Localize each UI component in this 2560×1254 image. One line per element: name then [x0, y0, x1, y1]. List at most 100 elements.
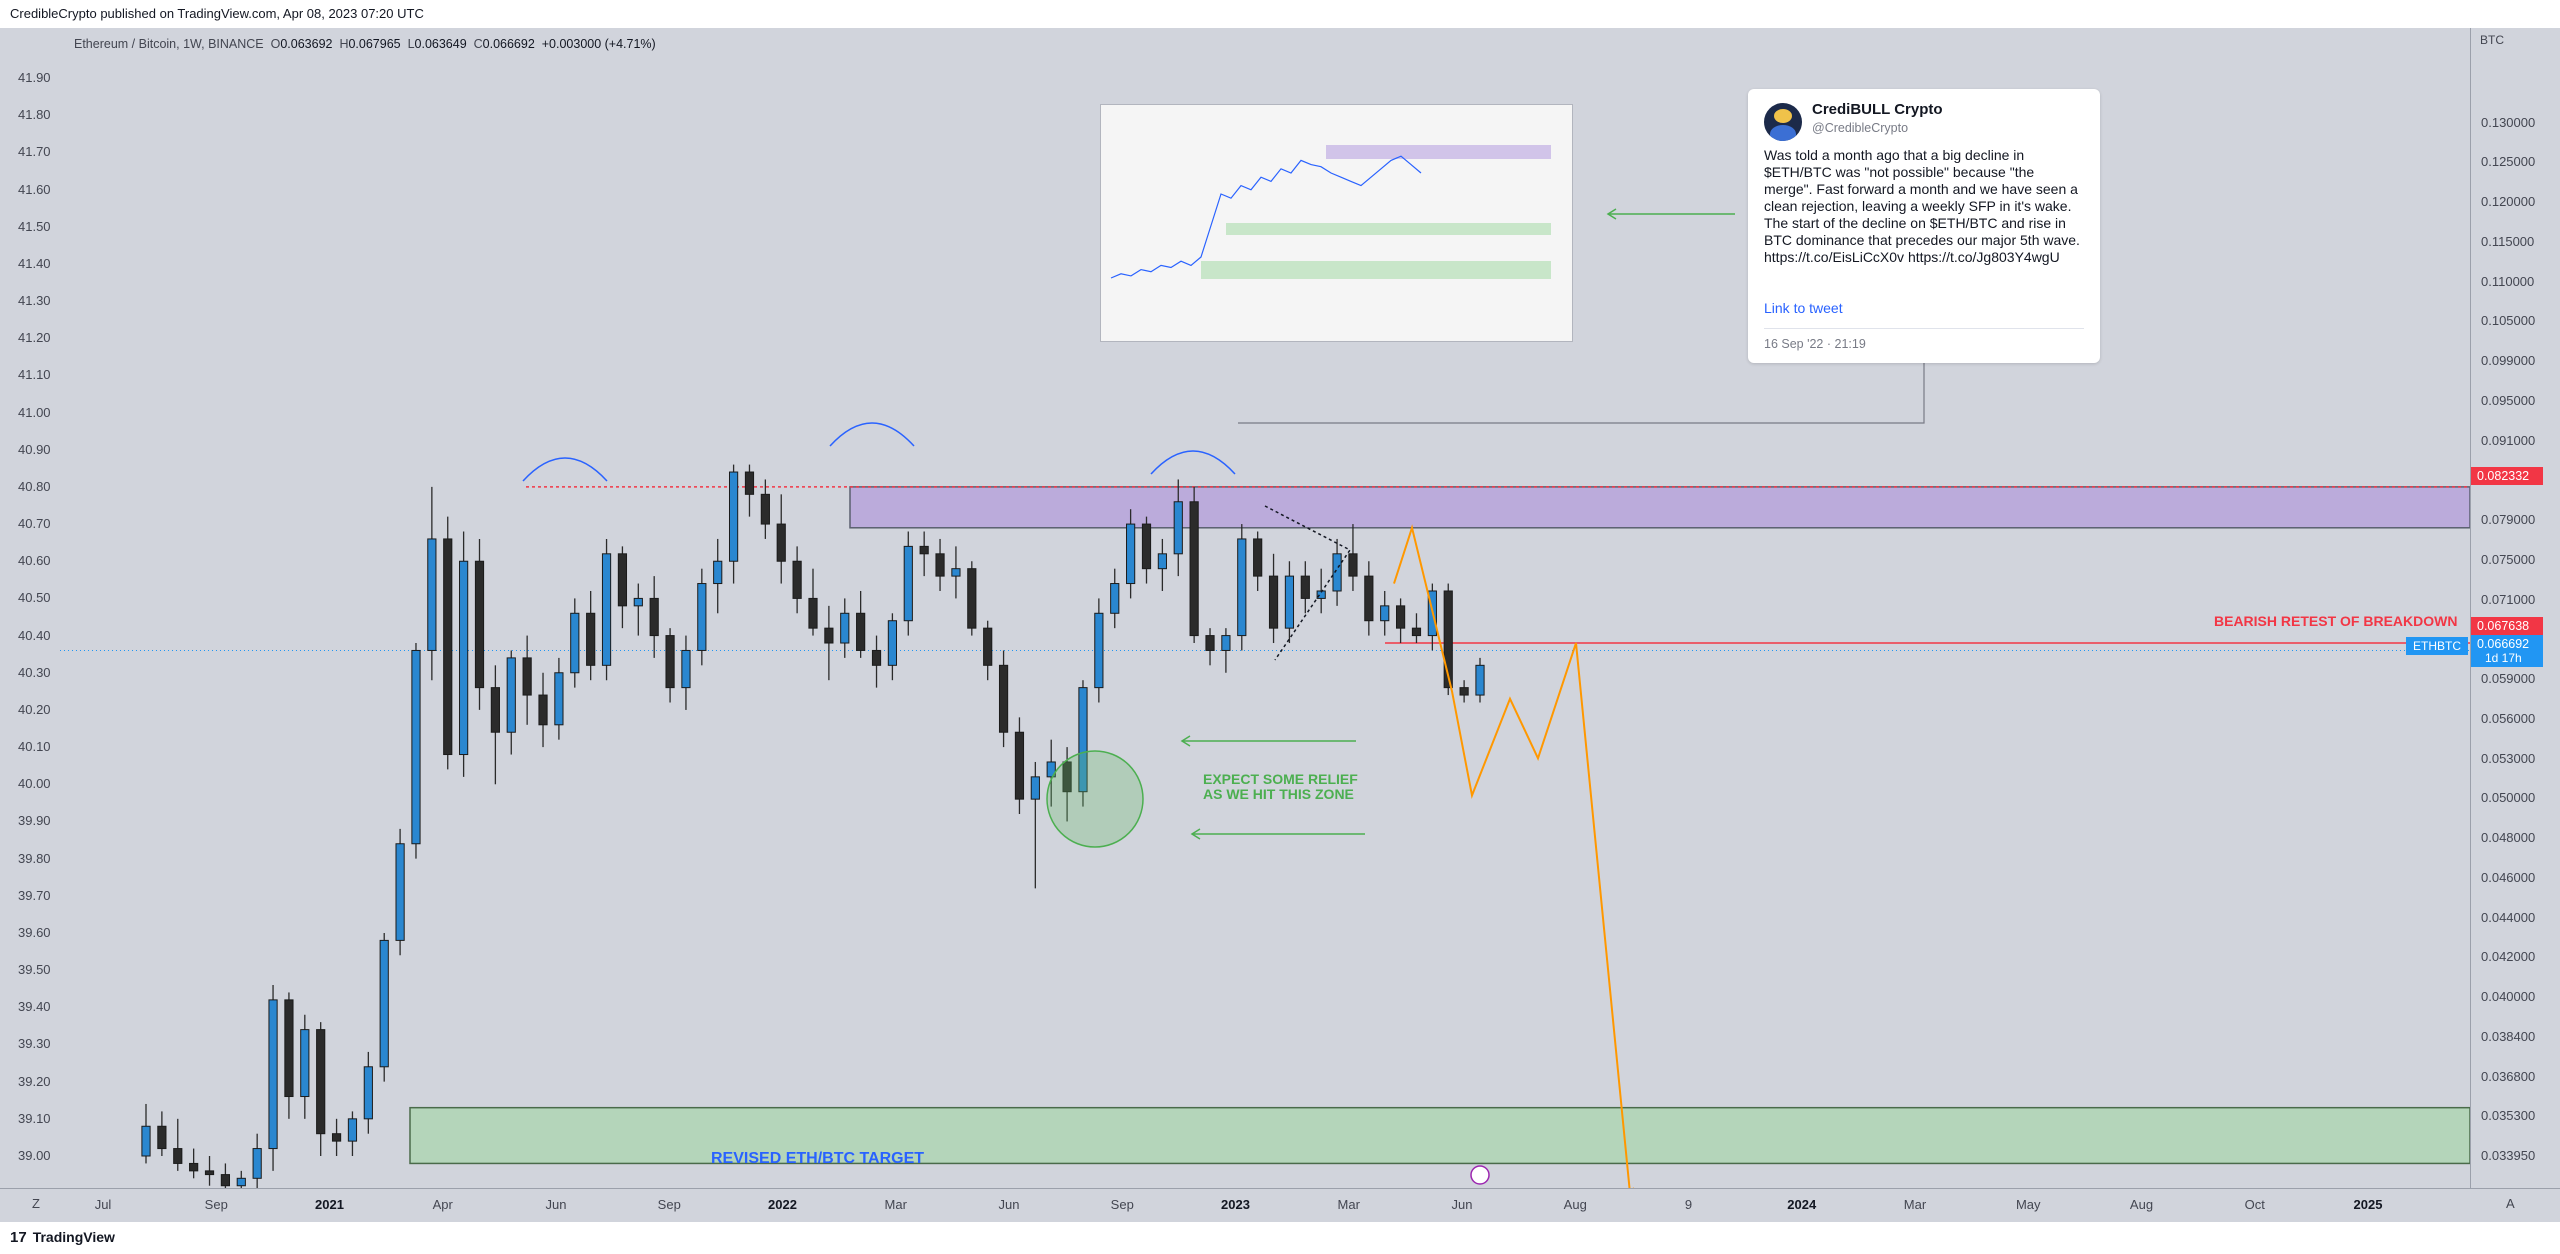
timezone-button[interactable]: Z: [32, 1196, 40, 1211]
time-axis-tick: Mar: [1903, 1197, 1927, 1212]
candle-body: [1364, 575, 1374, 622]
head-arc: [522, 457, 608, 482]
tweet-link[interactable]: Link to tweet: [1764, 300, 1843, 316]
right-axis-tick: 0.038400: [2481, 1028, 2536, 1044]
mini-chart-svg: [1101, 105, 1572, 341]
target-zone: [409, 1106, 2470, 1165]
publisher-header: CredibleCrypto published on TradingView.…: [0, 0, 2560, 28]
candle-body: [1189, 501, 1199, 637]
candle-body: [316, 1029, 326, 1135]
candle-body: [586, 612, 596, 666]
candle-body: [268, 999, 278, 1150]
candle-body: [1173, 501, 1183, 555]
left-axis-tick: 40.00: [18, 776, 51, 792]
candle-body: [252, 1148, 262, 1179]
left-axis-tick: 41.60: [18, 181, 51, 197]
left-axis-tick: 40.50: [18, 590, 51, 606]
time-axis-tick: 2021: [315, 1197, 344, 1212]
right-axis-tick: 0.120000: [2481, 194, 2536, 210]
candle-body: [474, 560, 485, 689]
right-price-axis[interactable]: 0.130000 0.125000 0.120000 0.115000 0.110000…: [2470, 28, 2560, 1188]
time-axis-tick: 2023: [1221, 1197, 1250, 1212]
time-axis-tick: Mar: [884, 1197, 907, 1212]
candle-body: [760, 493, 770, 525]
candle-body: [1253, 538, 1263, 577]
right-axis-tick: 0.130000: [2481, 114, 2536, 130]
axis-unit-label: BTC: [2480, 33, 2504, 47]
left-axis-tick: 40.60: [18, 553, 51, 569]
symbol-price-label: ETHBTC: [2406, 637, 2468, 655]
symbol-legend: Ethereum / Bitcoin, 1W, BINANCE O0.06369…: [74, 37, 656, 51]
auto-scale-button[interactable]: A: [2506, 1196, 2515, 1211]
left-axis-tick: 41.20: [18, 330, 51, 346]
candle-body: [951, 568, 961, 577]
right-axis-tick: 0.099000: [2481, 353, 2536, 369]
right-axis-tick: 0.110000: [2481, 273, 2535, 289]
right-axis-tick: 0.105000: [2481, 313, 2536, 329]
time-axis-tick: Aug: [1563, 1197, 1587, 1212]
projection-path: [1393, 524, 1634, 1188]
candle-body: [300, 1029, 310, 1098]
candle-body: [236, 1177, 246, 1187]
candle-body: [204, 1170, 215, 1176]
candle-body: [1030, 776, 1040, 800]
right-axis-tick: 0.036800: [2481, 1068, 2536, 1084]
left-axis-tick: 39.70: [18, 887, 51, 903]
tradingview-brand: TradingView: [32, 1229, 115, 1245]
tweet-connector: [1238, 362, 1925, 424]
candle-body: [665, 635, 675, 689]
candle-body: [331, 1133, 342, 1142]
embedded-chart-image: [1100, 104, 1573, 342]
resistance-price-tag: 0.082332: [2471, 467, 2543, 485]
candle-body: [443, 538, 453, 756]
candle-body: [919, 545, 929, 555]
candle-body: [792, 560, 802, 599]
tweet-arrow-head: [1606, 208, 1617, 220]
candle-body: [157, 1125, 167, 1150]
candle-body: [871, 649, 882, 666]
low-label: L: [407, 37, 415, 51]
right-axis-tick: 0.079000: [2481, 512, 2536, 528]
candle-body: [601, 553, 612, 666]
time-axis-tick: Mar: [1337, 1197, 1360, 1212]
candle-body: [1014, 731, 1025, 800]
right-axis-tick: 0.048000: [2481, 830, 2536, 846]
high-label: H: [339, 37, 349, 51]
candle-body: [808, 597, 818, 629]
time-axis[interactable]: Jul Sep 2021 Apr Jun Sep 2022 Mar Jun Sep 2023 Mar J…: [0, 1188, 2560, 1222]
candle-body: [1141, 523, 1152, 570]
symbol-name: Ethereum / Bitcoin, 1W, BINANCE: [74, 37, 264, 51]
head-arc: [1150, 450, 1236, 475]
right-axis-tick: 0.115000: [2481, 233, 2535, 249]
close-value: 0.066692: [482, 37, 535, 51]
left-price-axis[interactable]: 41.90 41.80 41.70 41.60 41.50 41.40 41.30 41.20…: [0, 28, 60, 1188]
left-axis-tick: 39.20: [18, 1073, 51, 1089]
candle-body: [1348, 553, 1358, 577]
tweet-text: Was told a month ago that a big decline …: [1764, 147, 2080, 265]
low-value: 0.063649: [414, 37, 467, 51]
candle-body: [1157, 553, 1167, 570]
breakdown-annotation: BEARISH RETEST OF BREAKDOWN: [2214, 613, 2458, 629]
right-axis-tick: 0.059000: [2481, 671, 2536, 687]
candle-body: [1221, 635, 1231, 651]
candle-body: [1237, 538, 1247, 637]
candle-body: [173, 1148, 183, 1164]
candle-body: [1475, 664, 1485, 696]
candle-body: [1443, 590, 1453, 689]
time-axis-tick: Sep: [204, 1197, 228, 1212]
candle-body: [379, 939, 389, 1068]
left-axis-tick: 40.40: [18, 627, 51, 643]
candle-body: [1284, 575, 1295, 629]
time-axis-tick: Jun: [998, 1197, 1020, 1212]
relief-arrow-2-head: [1190, 828, 1201, 840]
left-axis-tick: 39.10: [18, 1110, 51, 1126]
left-axis-tick: 40.30: [18, 664, 51, 680]
right-axis-tick: 0.125000: [2481, 154, 2536, 170]
candle-body: [1078, 687, 1088, 793]
left-axis-tick: 40.20: [18, 701, 51, 717]
candle-body: [427, 538, 437, 651]
time-axis-tick: 2024: [1787, 1197, 1817, 1212]
time-axis-tick: Jun: [545, 1197, 567, 1212]
right-axis-tick: 0.091000: [2481, 432, 2536, 448]
left-axis-tick: 40.10: [18, 739, 51, 755]
